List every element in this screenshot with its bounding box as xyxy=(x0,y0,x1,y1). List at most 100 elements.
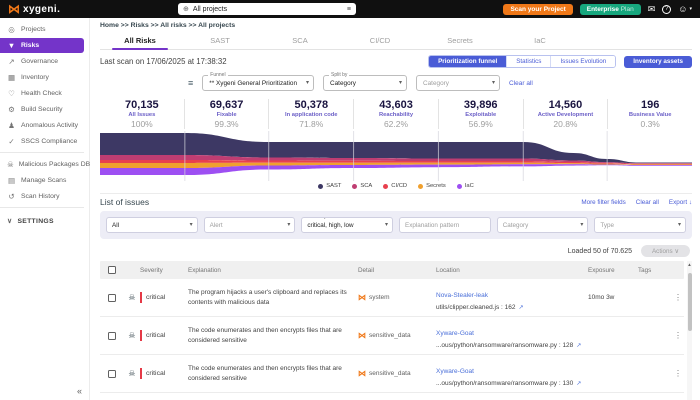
funnel-controls: ≡ Funnel ** Xygeni General Prioritizatio… xyxy=(100,72,692,91)
view-toggle-button[interactable]: Prioritization funnel xyxy=(429,56,508,67)
tab[interactable]: SAST xyxy=(180,33,260,49)
tab[interactable]: All Risks xyxy=(100,33,180,50)
row-menu-icon[interactable]: ⋮ xyxy=(674,293,682,302)
tab[interactable]: SCA xyxy=(260,33,340,49)
issue-filter-field[interactable]: Category ▾ xyxy=(496,217,589,233)
view-toggle-button[interactable]: Statistics xyxy=(507,56,552,67)
topbar-actions: Scan your Project Enterprise Plan ✉ ? ☺ ▾ xyxy=(503,3,692,15)
sidebar-collapse-button[interactable]: « xyxy=(76,386,82,396)
sidebar-item-icon: ▦ xyxy=(7,73,16,82)
sidebar-item[interactable]: ▼ Risks xyxy=(0,38,84,53)
tab[interactable]: IaC xyxy=(500,33,580,49)
row-checkbox[interactable] xyxy=(108,331,116,340)
funnel-stage: 43,603 Reachability 62.2% xyxy=(354,99,439,129)
more-filter-fields-link[interactable]: More filter fields xyxy=(581,198,626,206)
external-link-icon[interactable]: ↗ xyxy=(576,343,582,349)
enterprise-plan-button[interactable]: Enterprise Plan xyxy=(579,3,641,15)
table-scrollbar[interactable]: ▲ xyxy=(687,261,692,400)
legend-item[interactable]: SAST xyxy=(318,183,341,189)
mail-icon[interactable]: ✉ xyxy=(647,3,656,14)
xygeni-detail-icon: ⋈ xyxy=(358,369,366,378)
tab[interactable]: Secrets xyxy=(420,33,500,49)
project-link[interactable]: Xyware-Goat xyxy=(436,330,474,337)
export-link[interactable]: Export ↓ xyxy=(669,199,692,206)
row-menu-icon[interactable]: ⋮ xyxy=(674,369,682,378)
project-scope-search[interactable]: ⊕ All projects ≡ xyxy=(178,3,356,15)
scroll-up-icon[interactable]: ▲ xyxy=(687,262,692,267)
sidebar-item[interactable]: ▦ Inventory xyxy=(0,70,84,85)
sidebar-item[interactable]: ♡ Health Check xyxy=(0,86,84,101)
legend-dot xyxy=(456,183,462,189)
funnel-stage: 70,135 All Issues 100% xyxy=(100,99,185,129)
scrollbar-thumb[interactable] xyxy=(687,273,692,331)
table-row: ☠ critical The code enumerates and then … xyxy=(100,355,684,393)
xygeni-detail-icon: ⋈ xyxy=(358,331,366,340)
detail-label: system xyxy=(369,294,390,301)
detail-cell: ⋈ sensitive_data xyxy=(358,369,436,378)
actions-button[interactable]: Actions ∨ xyxy=(640,245,690,257)
sidebar-item[interactable]: ☠ Malicious Packages DB xyxy=(0,157,90,172)
row-menu-icon[interactable]: ⋮ xyxy=(674,331,682,340)
project-link[interactable]: Xyware-Goat xyxy=(436,368,474,375)
issue-filter-field[interactable]: Funnel Phase All ▾ xyxy=(106,217,198,233)
project-link[interactable]: Nova-Stealer-leak xyxy=(436,292,489,299)
stage-label: Business Value xyxy=(628,112,672,118)
clear-all-link[interactable]: Clear all xyxy=(509,79,533,87)
tune-filter-icon[interactable]: ≡ xyxy=(188,78,194,88)
scan-your-project-button[interactable]: Scan your Project xyxy=(503,3,573,15)
sidebar-item[interactable]: ✓ SSCS Compliance xyxy=(0,134,84,153)
external-link-icon[interactable]: ↗ xyxy=(518,305,524,311)
legend-label: Secrets xyxy=(426,183,446,189)
legend-item[interactable]: SCA xyxy=(352,183,372,189)
funnel-control-select[interactable]: Split by Category ▾ xyxy=(323,72,408,91)
legend-item[interactable]: IaC xyxy=(456,183,474,189)
table-header-row: Severity Explanation Detail Location Exp… xyxy=(100,261,684,279)
external-link-icon[interactable]: ↗ xyxy=(576,381,582,387)
tab[interactable]: CI/CD xyxy=(340,33,420,49)
sidebar-item[interactable]: ◎ Projects xyxy=(0,22,84,37)
legend-item[interactable]: CI/CD xyxy=(383,183,407,189)
sidebar-item-label: Manage Scans xyxy=(21,177,67,184)
stage-count: 39,896 xyxy=(463,99,498,111)
file-path-line: utils/clipper.cleaned.js : 162 ↗ xyxy=(436,304,588,311)
funnel-band-Secrets xyxy=(100,162,692,168)
issue-filter-panel: Funnel Phase All ▾ Alert ▾ Severity crit… xyxy=(100,211,692,239)
help-icon[interactable]: ? xyxy=(662,4,672,14)
legend-item[interactable]: Secrets xyxy=(418,183,446,189)
funnel-control-select[interactable]: Category ▾ xyxy=(416,75,501,91)
account-menu[interactable]: ☺ ▾ xyxy=(678,4,692,14)
export-label: Export xyxy=(668,198,688,206)
scope-menu-icon[interactable]: ≡ xyxy=(346,5,351,13)
inventory-assets-button[interactable]: Inventory assets xyxy=(624,55,692,68)
filter-floating-label: Funnel Phase xyxy=(111,218,146,220)
xygeni-logo-icon: ⋈ xyxy=(8,2,20,16)
sidebar-item-label: Anomalous Activity xyxy=(21,122,79,129)
severity-color-bar xyxy=(140,368,142,379)
file-path: ...ous/python/ransomware/ransomware.py :… xyxy=(436,342,574,349)
clear-all-link[interactable]: Clear all xyxy=(635,198,659,206)
funnel-stage: 69,637 Fixable 99.3% xyxy=(185,99,270,129)
sidebar-item[interactable]: ↺ Scan History xyxy=(0,189,84,208)
stage-percent: 0.3% xyxy=(640,119,660,129)
chevron-down-icon: ▾ xyxy=(306,80,310,86)
xygeni-logo-text: xygeni. xyxy=(23,3,61,15)
severity-cell: critical xyxy=(140,330,188,341)
sidebar-settings[interactable]: ∨ SETTINGS xyxy=(0,212,89,230)
sidebar-item[interactable]: ↗ Governance xyxy=(0,54,84,69)
issue-filter-field[interactable]: Severity critical, high, low ▾ xyxy=(301,217,394,233)
severity-color-bar xyxy=(140,292,142,303)
funnel-control-select[interactable]: Funnel ** Xygeni General Prioritization … xyxy=(202,72,315,91)
issue-filter-field[interactable]: Explanation pattern ▾ xyxy=(399,217,491,233)
issue-filter-field[interactable]: Alert ▾ xyxy=(203,217,296,233)
view-toggle-label: Issues Evolution xyxy=(560,58,607,65)
sidebar-item[interactable]: ⚙ Build Security xyxy=(0,102,84,117)
funnel-area-svg xyxy=(100,131,692,181)
row-checkbox[interactable] xyxy=(108,369,116,378)
sidebar-item[interactable]: ♟ Anomalous Activity xyxy=(0,118,84,133)
row-checkbox[interactable] xyxy=(108,293,116,302)
detail-label: sensitive_data xyxy=(369,370,411,377)
view-toggle-button[interactable]: Issues Evolution xyxy=(551,56,616,67)
sidebar-item[interactable]: ▤ Manage Scans xyxy=(0,173,84,188)
select-all-checkbox[interactable] xyxy=(108,266,116,274)
issue-filter-field[interactable]: Type ▾ xyxy=(594,217,687,233)
